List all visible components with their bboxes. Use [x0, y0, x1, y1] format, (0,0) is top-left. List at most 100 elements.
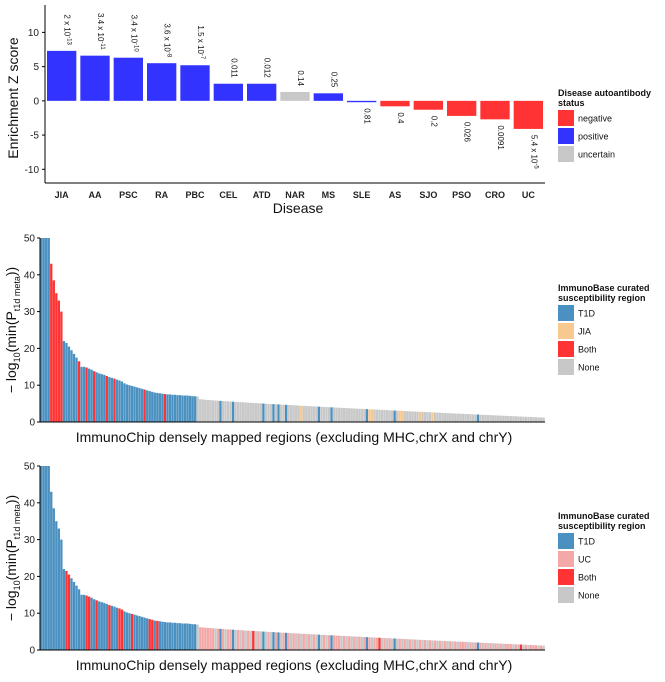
- p1-category-label: ATD: [253, 190, 271, 200]
- p2-region-bar: [194, 396, 197, 422]
- p2-region-bar: [67, 346, 71, 422]
- p3-region-bar: [120, 609, 124, 650]
- p3-region-bar: [72, 581, 76, 650]
- p2-region-bar: [421, 411, 424, 422]
- p3-region-bar: [464, 641, 467, 650]
- p3-region-bar: [393, 638, 396, 650]
- p1-category-label: SLE: [353, 190, 371, 200]
- p1-pvalue-label: 3.4 x 10-10: [129, 15, 138, 53]
- p3-region-bar: [244, 630, 247, 650]
- p3-region-bar: [224, 629, 227, 650]
- p2-region-bar: [52, 280, 55, 422]
- p2-legend-label: JIA: [578, 327, 591, 337]
- p1-legend-swatch-uncertain: [558, 146, 574, 162]
- p2-region-bar: [216, 400, 220, 422]
- p3-region-bar: [388, 638, 391, 650]
- p3-legend-swatch-t1d: [558, 533, 574, 549]
- p2-region-bar: [262, 403, 265, 422]
- p2-region-bar: [57, 300, 60, 422]
- p3-region-bar: [446, 641, 449, 650]
- p3-region-bar: [454, 641, 457, 650]
- p2-region-bar: [375, 409, 379, 422]
- p3-region-bar: [226, 629, 230, 650]
- p3-region-bar: [219, 628, 222, 650]
- p3-region-bar: [297, 633, 300, 650]
- p2-region-bar: [98, 373, 101, 422]
- p2-region-bar: [141, 388, 144, 422]
- p1-bars: [47, 50, 543, 129]
- p3-region-bar: [277, 632, 280, 650]
- p3-region-bar: [146, 618, 149, 650]
- p1-legend-swatch-positive: [558, 128, 574, 144]
- p2-region-bar: [279, 404, 283, 422]
- p2-region-bar: [403, 411, 406, 422]
- p2-region-bar: [292, 405, 295, 422]
- p3-region-bar: [274, 632, 278, 650]
- p2-region-bar: [173, 394, 177, 422]
- p2-region-bar: [504, 415, 507, 422]
- p3-region-bar: [156, 620, 159, 650]
- p3-legend-label: T1D: [578, 537, 596, 547]
- p3-region-bar: [504, 643, 507, 650]
- p3-y-tick-label: 20: [24, 572, 36, 583]
- p2-region-bar: [110, 377, 114, 422]
- p3-region-bar: [423, 640, 427, 650]
- p3-region-bar: [252, 630, 255, 650]
- p3-region-bar: [103, 602, 106, 650]
- p3-region-bar: [105, 604, 108, 650]
- p3-region-bar: [300, 633, 303, 650]
- p2-region-bar: [72, 353, 76, 422]
- p2-region-bar: [459, 413, 462, 422]
- p3-region-bar: [479, 642, 482, 650]
- p1-pvalue-label: 0.2: [429, 116, 438, 128]
- p2-region-bar: [436, 412, 439, 422]
- p2-region-bar: [196, 396, 199, 422]
- p3-region-bar: [320, 634, 323, 650]
- p2-region-bar: [396, 410, 399, 422]
- p3-region-bar: [413, 639, 417, 650]
- p3-legend-items: T1D UC Both None: [558, 533, 600, 603]
- p3-region-bar: [416, 639, 419, 650]
- p3-region-bar: [123, 611, 126, 650]
- p3-region-bar: [418, 639, 422, 650]
- p2-region-bar: [113, 378, 116, 422]
- p1-legend-label: uncertain: [578, 150, 615, 160]
- p2-region-bar: [502, 415, 505, 422]
- p2-region-bar: [158, 393, 161, 422]
- p1-bar-pso: [447, 100, 477, 116]
- p3-region-bar: [95, 600, 98, 650]
- p1-bar-sle: [347, 100, 377, 103]
- p3-region-bar: [542, 645, 545, 650]
- p2-region-bar: [423, 412, 427, 422]
- p3-region-bar: [358, 636, 361, 650]
- p3-region-bar: [279, 632, 283, 650]
- p2-region-bar: [156, 392, 159, 422]
- p3-region-bar: [40, 466, 43, 650]
- p2-region-bar: [497, 415, 500, 422]
- p2-region-bar: [176, 395, 179, 422]
- p2-region-bar: [464, 413, 467, 422]
- p2-region-bar: [539, 417, 543, 422]
- p2-region-bar: [267, 403, 270, 422]
- p3-region-bar: [267, 631, 270, 650]
- p2-region-bar: [120, 381, 124, 422]
- p3-region-bar: [108, 605, 111, 650]
- p2-region-bar: [272, 404, 275, 422]
- p3-region-bar: [183, 623, 187, 650]
- p1-y-tick-label: -10: [25, 165, 40, 176]
- p2-region-bar: [82, 366, 86, 422]
- p1-bar-sjo: [413, 100, 443, 110]
- p2-region-bar: [358, 408, 361, 422]
- p3-legend-title-line2: susceptibility region: [558, 521, 646, 531]
- p2-region-bar: [337, 407, 341, 422]
- p2-region-bar: [45, 238, 48, 422]
- p3-region-bar: [408, 639, 411, 650]
- p3-region-bar: [90, 597, 93, 650]
- p2-region-bar: [249, 402, 252, 422]
- p2-region-bar: [118, 380, 121, 422]
- p1-category-label: CRO: [485, 190, 505, 200]
- p2-region-bar: [363, 409, 366, 422]
- p2-region-bar: [100, 374, 103, 422]
- p2-legend-label: None: [578, 363, 600, 373]
- p1-bar-cro: [480, 100, 510, 120]
